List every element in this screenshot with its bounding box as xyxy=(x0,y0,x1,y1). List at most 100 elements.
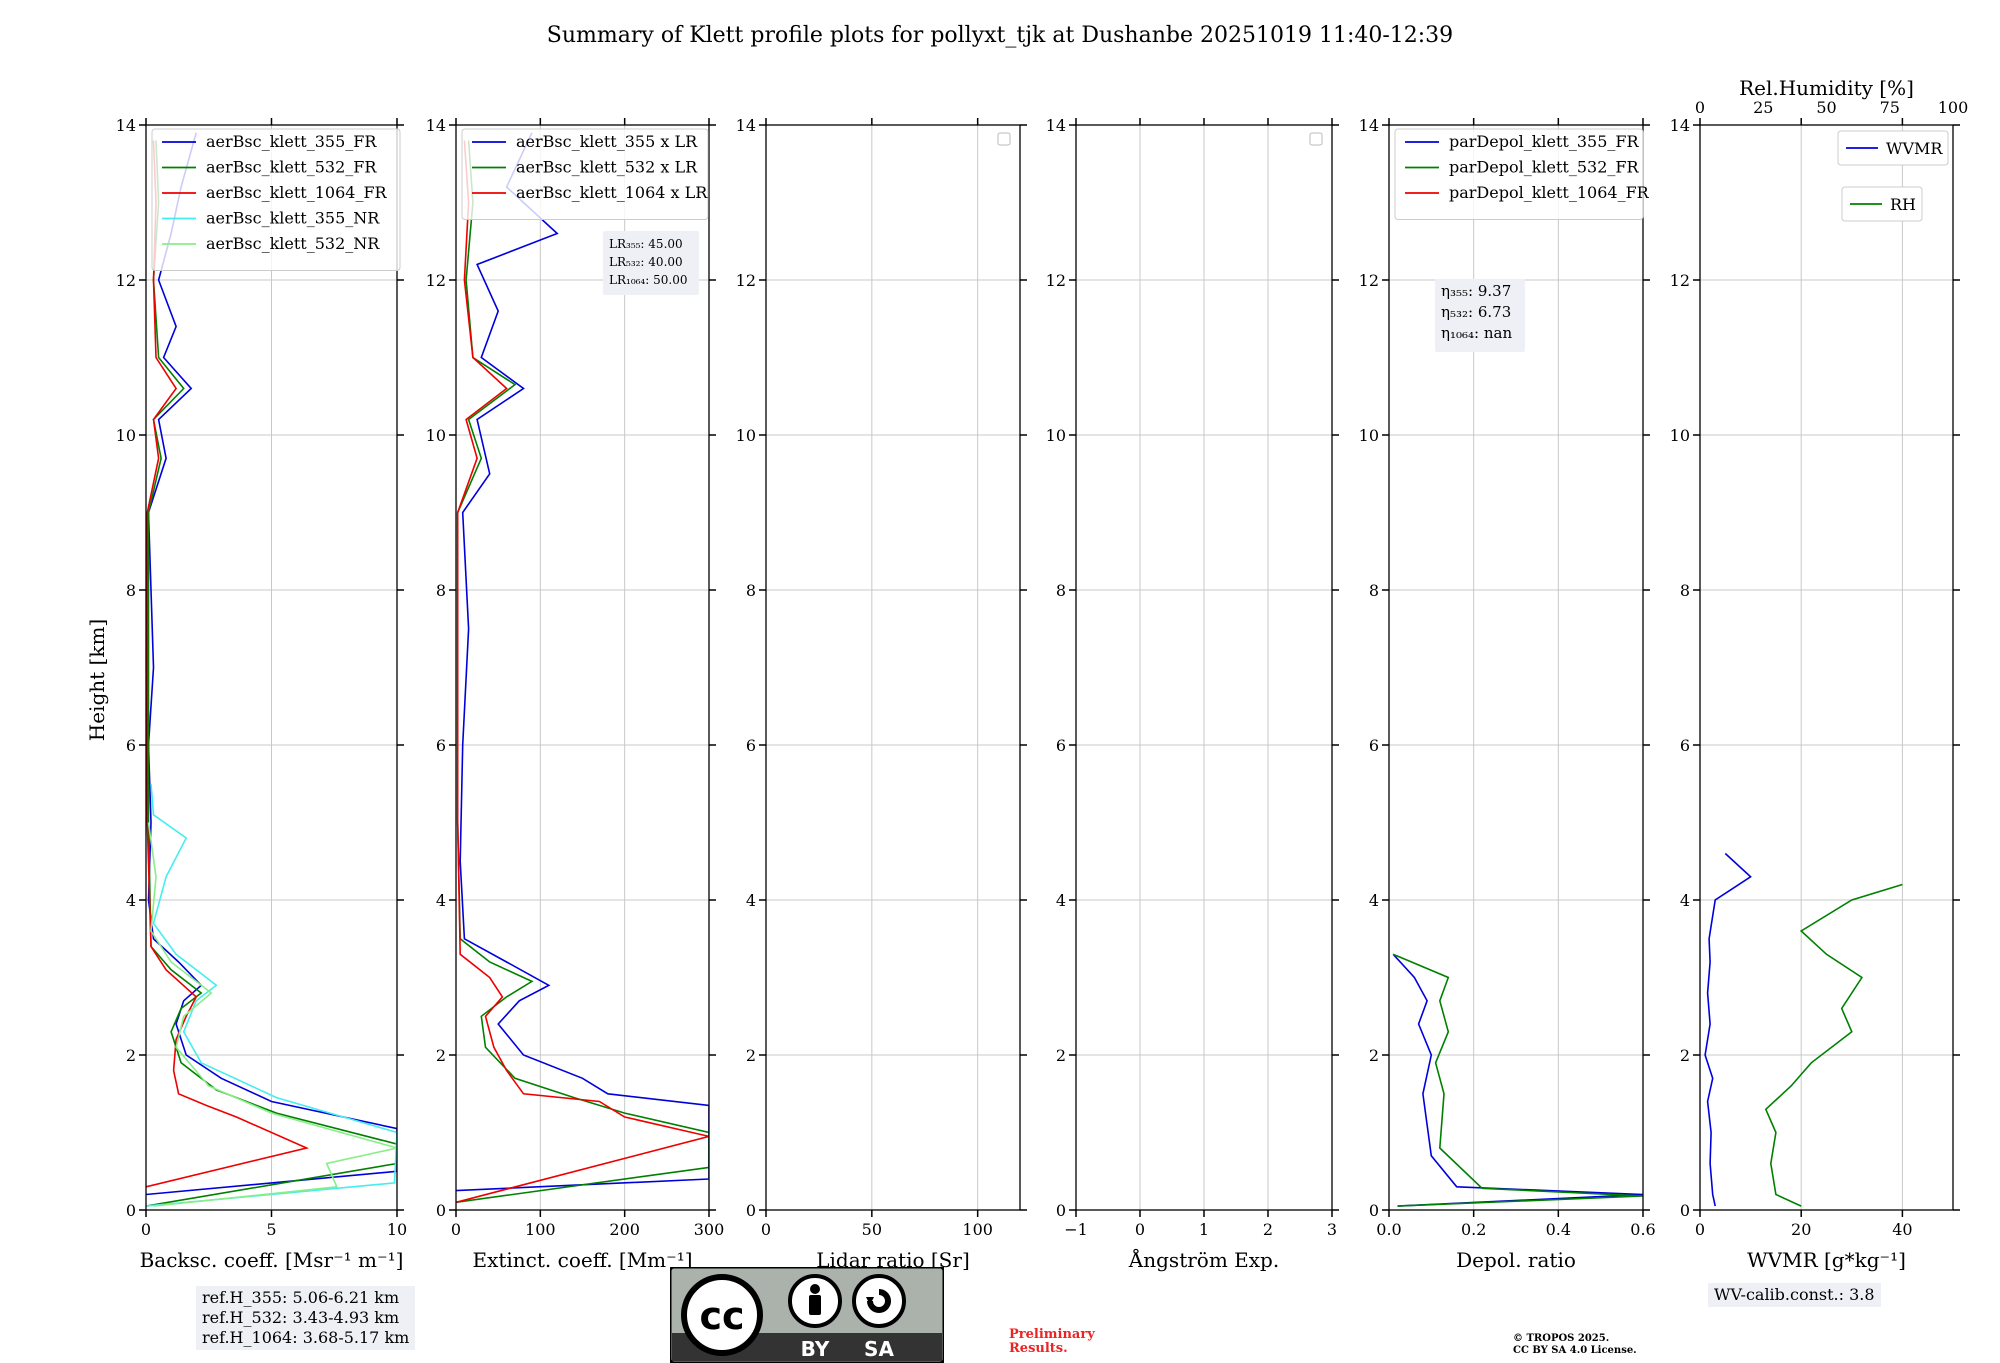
legend-box xyxy=(461,128,709,220)
y-tick-label: 0 xyxy=(436,1201,446,1220)
y-tick-label: 12 xyxy=(1046,271,1066,290)
series-line-aerBsc_klett_355 x LR xyxy=(456,132,709,1192)
legend-entry: RH xyxy=(1890,195,1916,214)
preliminary-line-2: Results. xyxy=(1009,1341,1068,1356)
annotation-text: η₃₅₅: 9.37 xyxy=(1441,282,1511,300)
x-tick-label: 40 xyxy=(1892,1220,1912,1239)
y-tick-label: 6 xyxy=(746,736,756,755)
y-tick-label: 4 xyxy=(436,891,446,910)
y-tick-label: 4 xyxy=(1680,891,1690,910)
legend-box xyxy=(1837,130,1949,166)
x-axis-label: Backsc. coeff. [Msr⁻¹ m⁻¹] xyxy=(140,1248,404,1272)
ref-height-355: ref.H_355: 5.06-6.21 km xyxy=(202,1288,400,1307)
series-line-RH xyxy=(1764,883,1903,1207)
legend-entry: WVMR xyxy=(1886,139,1943,158)
y-tick-label: 2 xyxy=(1056,1046,1066,1065)
x-axis-label: Extinct. coeff. [Mm⁻¹] xyxy=(472,1248,692,1272)
y-tick-label: 14 xyxy=(1046,116,1066,135)
legend-entry: parDepol_klett_1064_FR xyxy=(1449,183,1650,202)
panel-depol: 0 2 4 6 8 10 12 14 0.0 0.2 0.4 0.6 Depol. ratio parDe… xyxy=(1359,116,1656,1272)
x-tick-label: 300 xyxy=(694,1220,725,1239)
cc-by-label: BY xyxy=(801,1337,830,1361)
y-tick-label: 6 xyxy=(1369,736,1379,755)
y-tick-label: 14 xyxy=(1670,116,1690,135)
x-tick-label: 0 xyxy=(141,1220,151,1239)
x-tick-label: 50 xyxy=(862,1220,882,1239)
y-tick-label: 12 xyxy=(1359,271,1379,290)
y-tick-label: 2 xyxy=(746,1046,756,1065)
y-tick-label: 8 xyxy=(1369,581,1379,600)
x2-tick-label: 75 xyxy=(1880,98,1900,117)
legend-entry: aerBsc_klett_532_NR xyxy=(206,234,380,253)
y-tick-label: 2 xyxy=(1680,1046,1690,1065)
y-tick-label: 8 xyxy=(436,581,446,600)
axes-frame xyxy=(1388,124,1644,1211)
legend-entry: aerBsc_klett_1064 x LR xyxy=(516,183,708,202)
legend-entry: aerBsc_klett_355_NR xyxy=(206,209,380,228)
y-tick-label: 0 xyxy=(746,1201,756,1220)
y-tick-label: 0 xyxy=(1680,1201,1690,1220)
empty-legend-icon xyxy=(1309,132,1323,146)
x2-tick-label: 50 xyxy=(1816,98,1836,117)
y-tick-label: 10 xyxy=(426,426,446,445)
sa-share-alike-icon xyxy=(852,1274,906,1328)
series-group xyxy=(146,132,397,1207)
y-axis-label: Height [km] xyxy=(85,619,109,741)
y-tick-label: 12 xyxy=(426,271,446,290)
series-line-aerBsc_klett_1064_FR xyxy=(146,140,310,1188)
y-tick-label: 8 xyxy=(746,581,756,600)
series-group xyxy=(1704,852,1903,1207)
series-line-aerBsc_klett_355_FR xyxy=(146,132,397,1196)
legend-entry: parDepol_klett_355_FR xyxy=(1449,132,1640,151)
annotation-text: LR₃₅₅: 45.00 xyxy=(609,237,683,251)
figure-title: Summary of Klett profile plots for polly… xyxy=(547,23,1453,48)
series-line-parDepol_klett_532_FR xyxy=(1392,953,1643,1207)
x-tick-label: 0 xyxy=(761,1220,771,1239)
x2-tick-label: 25 xyxy=(1753,98,1773,117)
x-tick-label: 0.0 xyxy=(1376,1220,1401,1239)
y-tick-label: 10 xyxy=(1046,426,1066,445)
axes-frame xyxy=(1699,124,1954,1211)
y-tick-label: 8 xyxy=(1056,581,1066,600)
y-tick-label: 4 xyxy=(1056,891,1066,910)
y-tick-label: 0 xyxy=(1369,1201,1379,1220)
ref-height-532: ref.H_532: 3.43-4.93 km xyxy=(202,1308,400,1327)
x-axis-label: Ångström Exp. xyxy=(1128,1247,1279,1272)
copyright-line-1: © TROPOS 2025. xyxy=(1513,1333,1610,1344)
panel-wvmr: 0 2 4 6 8 10 12 14 0 20 40 WVMR [g*kg⁻¹] 0 25 50 75 100 R… xyxy=(1670,76,1969,1272)
y-tick-label: 4 xyxy=(126,891,136,910)
x-tick-label: 10 xyxy=(387,1220,407,1239)
cc-icon xyxy=(681,1274,763,1356)
series-line-WVMR xyxy=(1704,852,1752,1207)
x2-axis-label: Rel.Humidity [%] xyxy=(1739,76,1914,100)
legend-entry: aerBsc_klett_532_FR xyxy=(206,158,377,177)
y-tick-label: 6 xyxy=(1056,736,1066,755)
legend-entry: aerBsc_klett_355 x LR xyxy=(516,132,698,151)
reference-height-box: ref.H_355: 5.06-6.21 km ref.H_532: 3.43-… xyxy=(196,1286,416,1350)
series-line-aerBsc_klett_532 x LR xyxy=(456,140,709,1204)
y-tick-label: 6 xyxy=(436,736,446,755)
series-line-aerBsc_klett_1064 x LR xyxy=(456,140,709,1204)
y-tick-label: 10 xyxy=(116,426,136,445)
x-tick-label: 100 xyxy=(962,1220,993,1239)
legend-entry: aerBsc_klett_532 x LR xyxy=(516,158,698,177)
x2-tick-label: 100 xyxy=(1938,98,1969,117)
x-axis-label: Depol. ratio xyxy=(1456,1248,1576,1272)
series-line-aerBsc_klett_532_FR xyxy=(146,140,397,1207)
y-tick-label: 10 xyxy=(1670,426,1690,445)
empty-legend-icon xyxy=(997,132,1011,146)
y-tick-label: 12 xyxy=(736,271,756,290)
y-tick-label: 0 xyxy=(126,1201,136,1220)
y-tick-label: 2 xyxy=(436,1046,446,1065)
x-tick-label: 200 xyxy=(609,1220,640,1239)
y-tick-label: 8 xyxy=(1680,581,1690,600)
y-tick-label: 10 xyxy=(736,426,756,445)
cc-license-badge: cc BY SA xyxy=(670,1267,944,1363)
x-tick-label: 0 xyxy=(1135,1220,1145,1239)
axes-frame xyxy=(455,124,710,1211)
y-tick-label: 6 xyxy=(1680,736,1690,755)
x-tick-label: 2 xyxy=(1263,1220,1273,1239)
x-tick-label: 20 xyxy=(1791,1220,1811,1239)
